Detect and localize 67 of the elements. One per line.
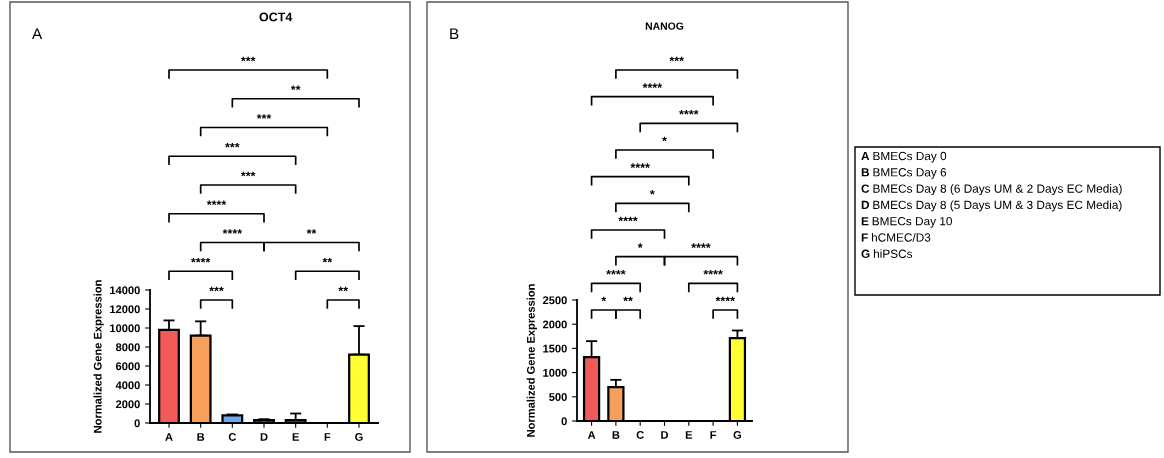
chart-title: NANOG <box>645 22 684 30</box>
x-tick-label: G <box>733 431 742 439</box>
y-tick-label: 2000 <box>542 320 567 329</box>
text: **** <box>606 269 626 275</box>
y-tick-label: 10000 <box>110 324 140 333</box>
text: *** <box>240 56 256 62</box>
x-tick-label: C <box>228 433 237 441</box>
text: *** <box>256 114 272 119</box>
x-tick-label: B <box>197 433 205 441</box>
text: C BMECs Day 8 (6 Days UM & 2 Days EC Media) <box>861 184 1122 196</box>
x-tick-label: C <box>636 431 644 439</box>
y-axis-title: Normalized Gene Expression <box>526 284 538 437</box>
text: ** <box>290 85 301 91</box>
text: **** <box>206 200 227 206</box>
annotation: ** <box>338 286 349 292</box>
text: **** <box>222 229 243 234</box>
text: E BMECs Day 10 <box>861 217 952 228</box>
y-tick-label: 0 <box>134 419 140 428</box>
y-tick-label: 1500 <box>543 344 567 353</box>
y-tick-label: 0 <box>561 417 567 426</box>
x-tick-label: E <box>292 433 299 441</box>
text: B <box>450 28 459 39</box>
x-tick-label: A <box>587 431 596 439</box>
text: ** <box>306 229 317 234</box>
text: **** <box>642 83 663 88</box>
text: *** <box>669 56 684 62</box>
y-tick-label: 6000 <box>115 362 140 371</box>
text: * <box>637 243 643 248</box>
text: A <box>32 28 43 39</box>
text: **** <box>190 257 211 263</box>
text: B BMECs Day 6 <box>861 168 947 179</box>
y-tick-label: 14000 <box>110 286 140 295</box>
x-tick-label: A <box>165 433 173 441</box>
annotation: * <box>601 296 607 302</box>
x-tick-label: F <box>710 431 717 439</box>
x-tick-label: F <box>324 433 331 441</box>
x-tick-label: D <box>260 433 268 441</box>
y-tick-label: 1000 <box>543 368 567 377</box>
chart-title: OCT4 <box>259 12 293 22</box>
text: D BMECs Day 8 (5 Days UM & 3 Days EC Media) <box>861 200 1122 212</box>
y-axis-title: Normalized Gene Expression <box>93 280 104 433</box>
text: *** <box>225 142 240 148</box>
x-tick-label: E <box>685 431 693 439</box>
annotation: ** <box>623 296 633 302</box>
y-tick-label: 4000 <box>115 381 140 390</box>
text: **** <box>618 216 638 222</box>
y-tick-label: 500 <box>549 393 567 401</box>
annotation: *** <box>209 286 224 292</box>
text: **** <box>703 269 723 275</box>
y-tick-label: 2000 <box>115 400 140 409</box>
text: **** <box>679 109 699 115</box>
text: **** <box>630 163 650 168</box>
annotation: **** <box>715 296 735 302</box>
text: * <box>649 189 655 195</box>
text: G hiPSCs <box>861 249 913 258</box>
text: * <box>662 136 667 142</box>
x-tick-label: D <box>661 431 669 439</box>
y-tick-label: 12000 <box>110 305 140 314</box>
x-tick-label: G <box>355 433 363 441</box>
text: F hCMEC/D3 <box>861 233 931 242</box>
text: *** <box>240 171 256 177</box>
text: ** <box>322 257 333 263</box>
y-tick-label: 2500 <box>542 296 567 305</box>
x-tick-label: B <box>612 431 620 439</box>
text: **** <box>691 243 711 248</box>
text: A BMECs Day 0 <box>861 151 947 163</box>
y-tick-label: 8000 <box>115 343 140 352</box>
